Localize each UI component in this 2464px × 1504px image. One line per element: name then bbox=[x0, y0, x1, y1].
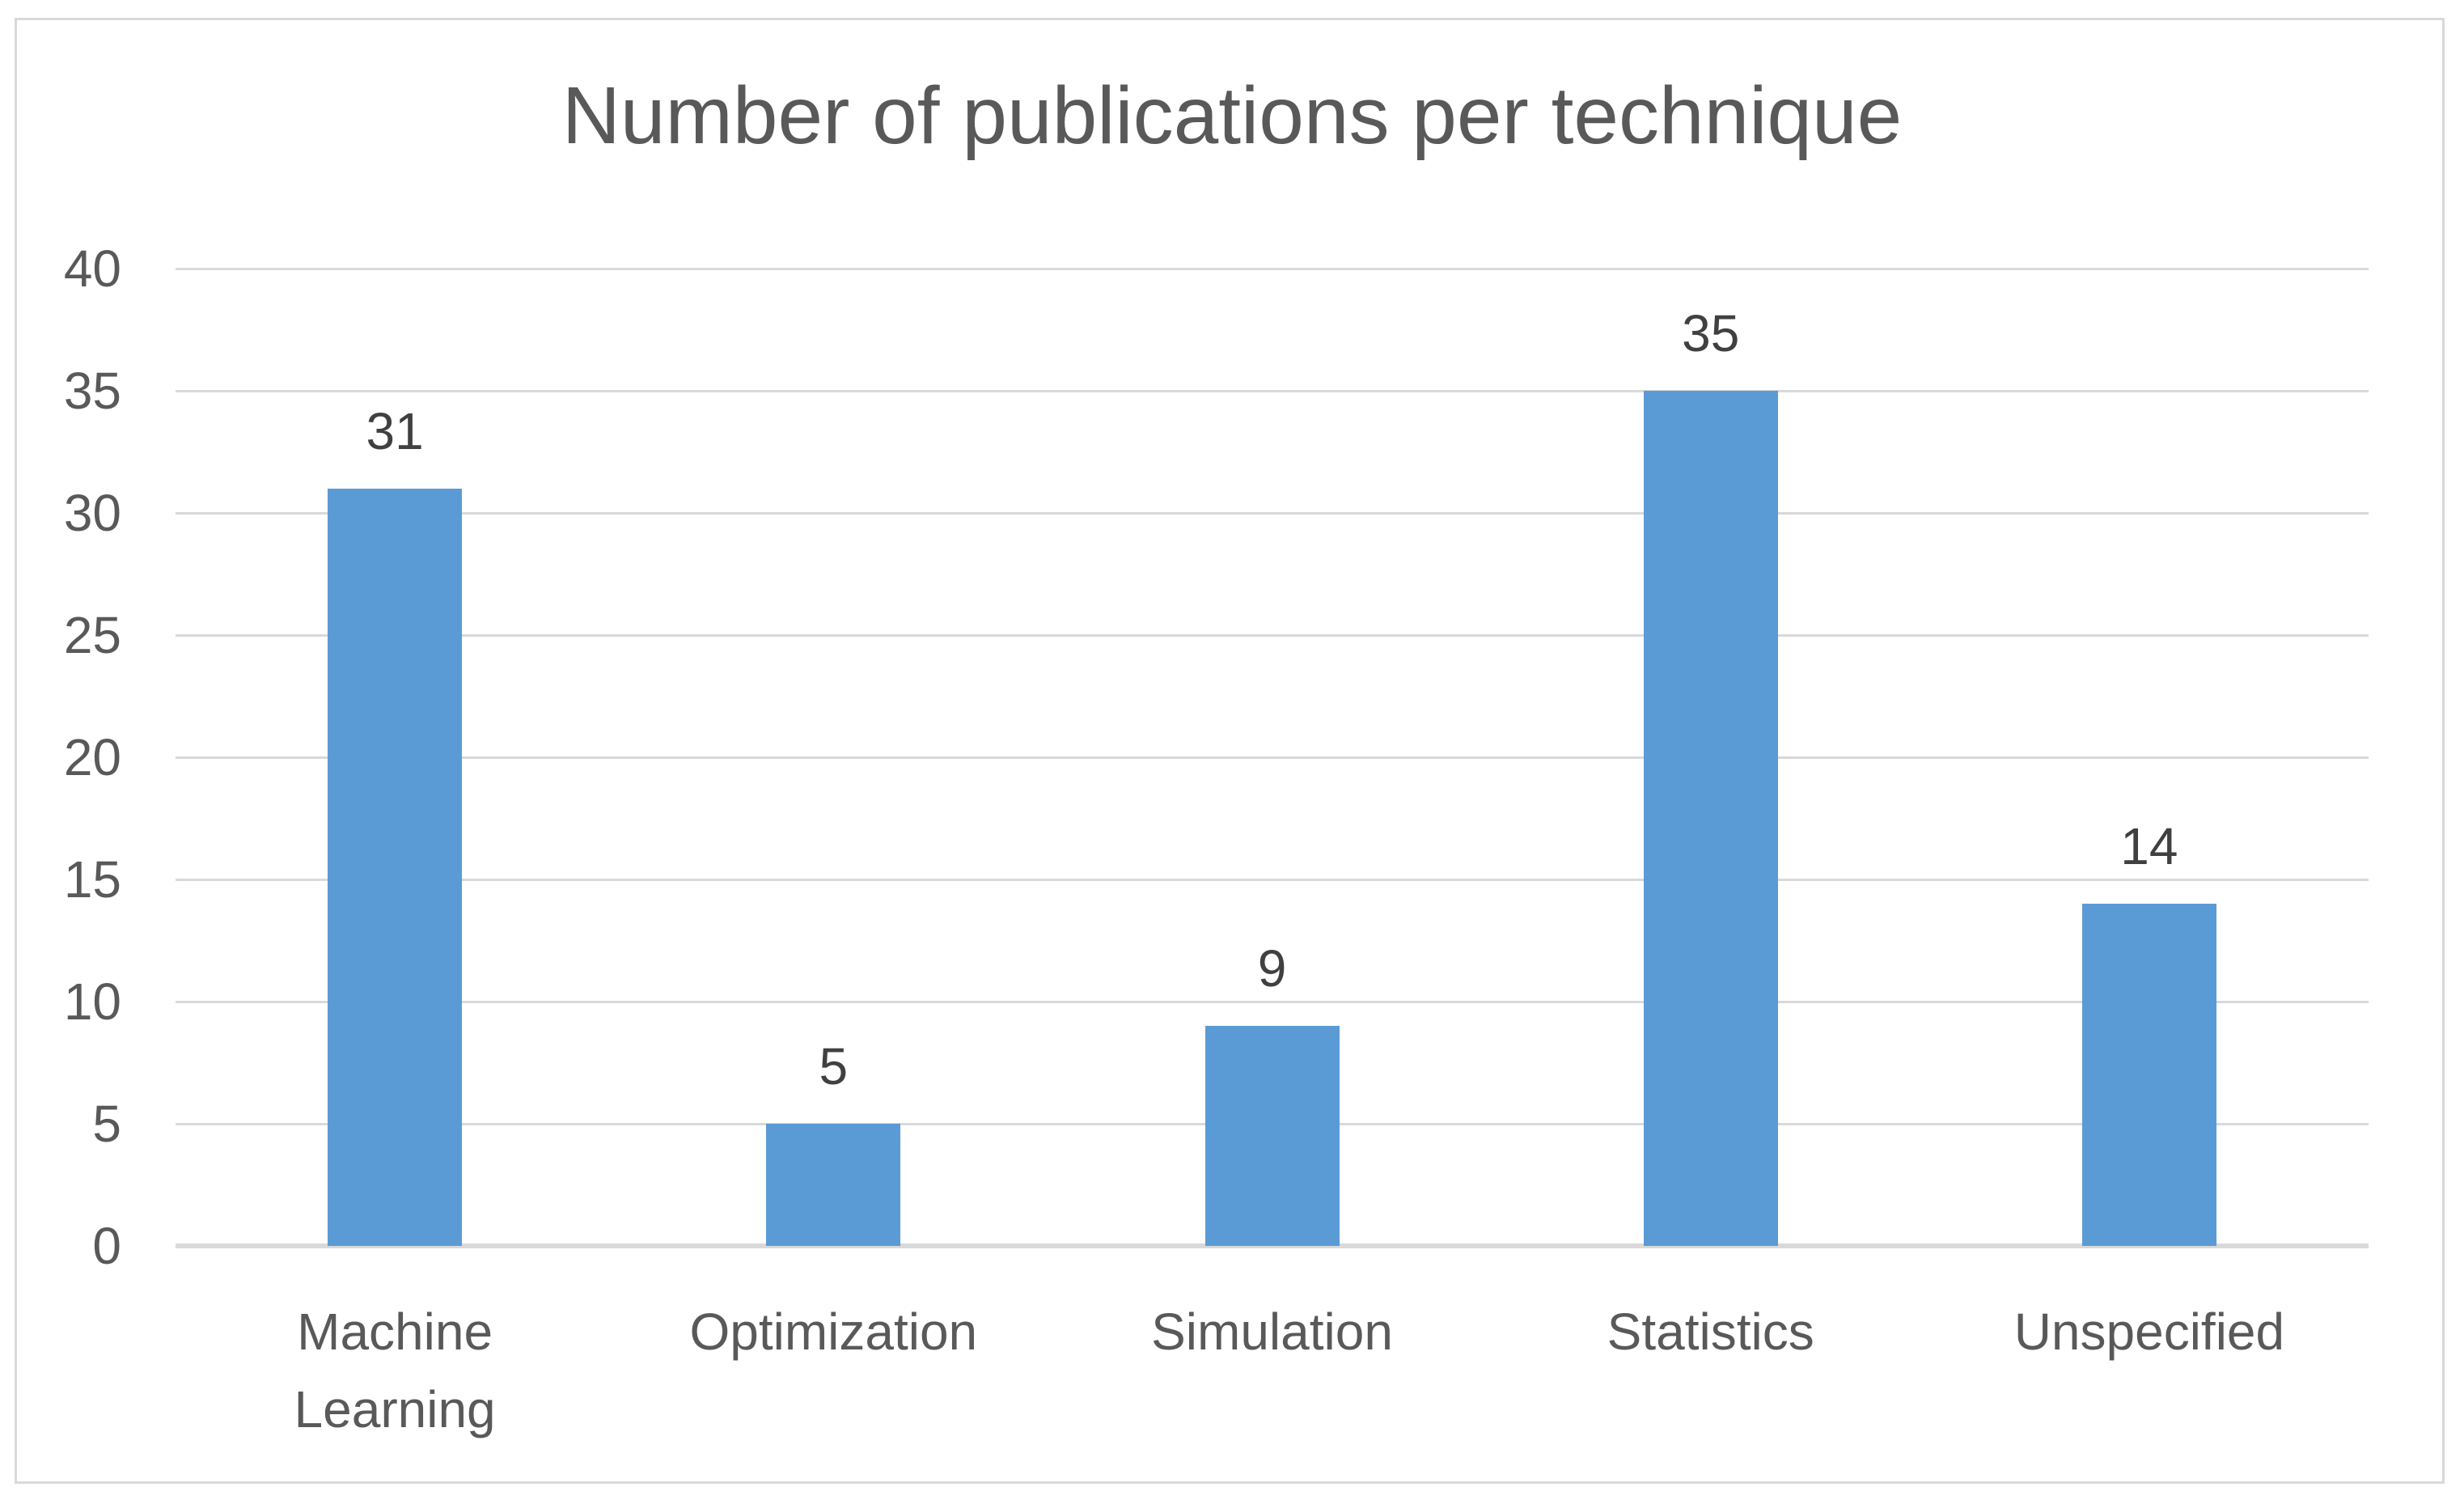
bar bbox=[1643, 391, 1778, 1246]
x-axis-line bbox=[176, 1243, 2369, 1248]
gridline bbox=[176, 267, 2369, 270]
x-axis-category-label: Unspecified bbox=[2013, 1303, 2285, 1361]
bar bbox=[766, 1124, 901, 1246]
gridline bbox=[176, 756, 2369, 759]
gridline bbox=[176, 511, 2369, 515]
bar-value-label: 9 bbox=[1257, 939, 1287, 998]
bar-value-label: 35 bbox=[1682, 304, 1740, 362]
bar bbox=[1204, 1026, 1340, 1246]
y-axis-tick-label: 10 bbox=[63, 972, 121, 1031]
y-axis-tick-label: 15 bbox=[63, 850, 121, 909]
y-axis-tick-label: 40 bbox=[63, 239, 121, 298]
y-axis-tick-label: 25 bbox=[63, 606, 121, 664]
x-axis-category-label: Optimization bbox=[689, 1303, 978, 1361]
bar-value-label: 5 bbox=[819, 1037, 849, 1095]
y-axis-tick-label: 0 bbox=[92, 1217, 121, 1275]
gridline bbox=[176, 878, 2369, 881]
bar-value-label: 31 bbox=[366, 401, 424, 460]
gridline bbox=[176, 1000, 2369, 1003]
y-axis-tick-label: 20 bbox=[63, 728, 121, 786]
bar bbox=[2081, 904, 2216, 1246]
bar bbox=[328, 488, 463, 1246]
x-axis-category-label: Machine Learning bbox=[294, 1303, 496, 1438]
gridline bbox=[176, 633, 2369, 637]
x-axis-category-label: Simulation bbox=[1151, 1303, 1393, 1361]
chart-title: Number of publications per technique bbox=[561, 70, 1903, 161]
bar-value-label: 14 bbox=[2120, 817, 2178, 876]
y-axis-tick-label: 30 bbox=[63, 484, 121, 542]
y-axis-tick-label: 35 bbox=[63, 362, 121, 420]
y-axis-tick-label: 5 bbox=[92, 1095, 121, 1153]
gridline bbox=[176, 389, 2369, 392]
x-axis-category-label: Statistics bbox=[1607, 1303, 1814, 1361]
